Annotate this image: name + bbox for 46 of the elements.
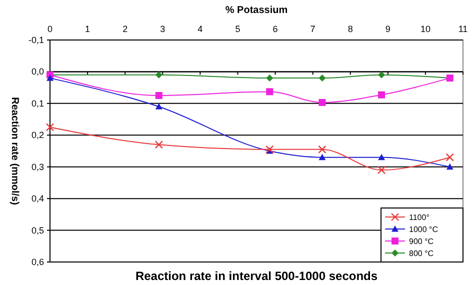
x-tick-label: 3 [160,24,166,34]
legend-label: 1100° [409,213,430,222]
point [378,91,386,98]
x-axis-title: % Potassium [225,5,288,16]
y-tick-label: 0,1 [31,98,44,108]
y-tick-label: 0,5 [31,225,44,236]
point [155,71,162,78]
point [446,153,454,162]
point [154,140,163,149]
x-tick-label: 9 [385,24,390,34]
point [46,123,54,132]
y-tick-label: 0,0 [31,66,44,77]
legend-label: 900 °C [409,237,434,246]
point [318,98,326,106]
x-tick-label: 0 [47,24,53,34]
x-tick-label: 6 [272,24,278,34]
legend-label: 800 °C [409,249,434,258]
point [377,166,386,174]
point [266,74,274,82]
text: Reaction rate in interval 500-1000 seconds [135,269,378,283]
point [446,163,454,170]
y-tick-label: 0,3 [31,162,44,172]
y-tick-label: 0,6 [31,257,44,267]
x-tick-label: 4 [198,24,203,34]
point [155,92,162,99]
x-tick-label: 7 [310,24,316,34]
y-tick-label: 0,4 [31,194,44,204]
point [318,154,326,160]
point [155,103,162,110]
y-tick-label: 0,2 [31,130,44,140]
x-tick-label: 5 [235,24,240,34]
point [318,74,326,82]
x-tick-label: 1 [85,24,90,34]
x-tick-label: 11 [458,24,468,34]
point [266,88,274,96]
point [46,74,54,81]
y-tick-label: -0,1 [28,35,44,45]
point [378,154,386,160]
x-tick-label: 10 [420,24,430,34]
y-axis-title: Reaction rate (mmol/s) [9,97,20,205]
x-tick-label: 2 [122,24,128,34]
point [266,145,274,154]
point [378,71,386,78]
legend-label: 1000 °C [409,225,438,234]
point [318,145,326,154]
x-tick-label: 8 [348,24,353,34]
